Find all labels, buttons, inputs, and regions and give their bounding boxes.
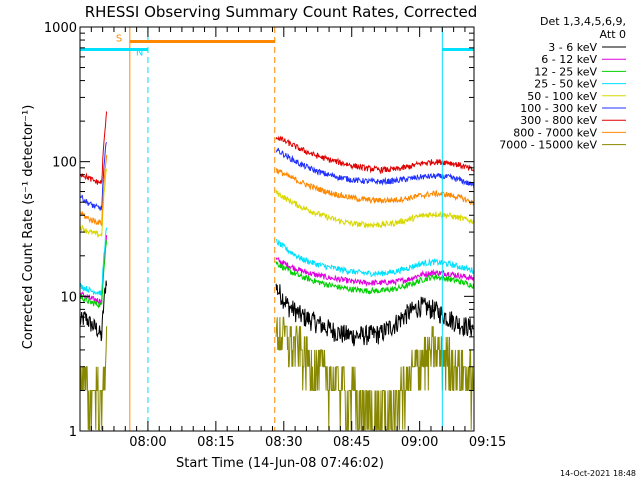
x-axis-label: Start Time (14-Jun-08 07:46:02) <box>176 456 384 471</box>
legend-label: 3 - 6 keV <box>548 41 597 54</box>
series-line-pre <box>80 326 108 431</box>
generated-timestamp: 14-Oct-2021 18:48 <box>560 469 636 478</box>
series-line-post <box>275 316 475 431</box>
series-line-post <box>275 261 475 296</box>
x-tick-label: 08:45 <box>333 435 370 450</box>
x-tick-label: 08:00 <box>129 435 166 450</box>
y-tick-label: 100 <box>52 156 77 171</box>
segment-bar-label: N <box>136 48 143 59</box>
legend-label: 6 - 12 keV <box>541 53 597 66</box>
y-tick-label: 10 <box>60 290 77 305</box>
legend-label: 12 - 25 keV <box>534 65 597 78</box>
series-line-post <box>275 238 475 278</box>
legend-label: 7000 - 15000 keV <box>499 139 597 152</box>
series-line-pre <box>79 168 108 239</box>
plot-frame <box>79 26 475 432</box>
series-line-post <box>275 135 475 175</box>
legend-label: 800 - 7000 keV <box>513 126 597 139</box>
series-line-post <box>275 283 475 347</box>
x-tick-label: 09:15 <box>469 435 506 450</box>
series-line-post <box>275 256 475 288</box>
series-line-pre <box>79 240 108 309</box>
legend-header-line-2: Att 0 <box>600 28 626 41</box>
series-line-post <box>275 168 475 206</box>
legend-label: 100 - 300 keV <box>520 102 597 115</box>
x-axis: 08:00 08:15 08:30 08:45 09:00 09:15 <box>79 27 506 450</box>
series-line-pre <box>79 280 108 342</box>
y-tick-label: 1000 <box>44 21 77 36</box>
series-line-post <box>275 189 475 229</box>
series-line-pre <box>79 111 108 185</box>
x-tick-label: 08:30 <box>265 435 302 450</box>
series-line-pre <box>79 227 108 296</box>
chart-title: RHESSI Observing Summary Count Rates, Co… <box>85 3 478 21</box>
x-tick-label: 08:15 <box>197 435 234 450</box>
legend-label: 25 - 50 keV <box>534 78 597 91</box>
legend-label: 50 - 100 keV <box>527 90 597 103</box>
y-axis: 1 10 100 1000 <box>44 21 474 440</box>
y-axis-label: Corrected Count Rate (s⁻¹ detector⁻¹) <box>21 105 36 350</box>
y-tick-label: 1 <box>69 425 77 440</box>
series-line-pre <box>79 142 108 211</box>
x-tick-label: 09:00 <box>401 435 438 450</box>
legend-label: 300 - 800 keV <box>520 114 597 127</box>
series-line-post <box>275 147 475 189</box>
plot-area: SN <box>79 26 475 432</box>
segment-bar-label: S <box>116 34 122 45</box>
legend-header-line-1: Det 1,3,4,5,6,9, <box>540 15 626 28</box>
